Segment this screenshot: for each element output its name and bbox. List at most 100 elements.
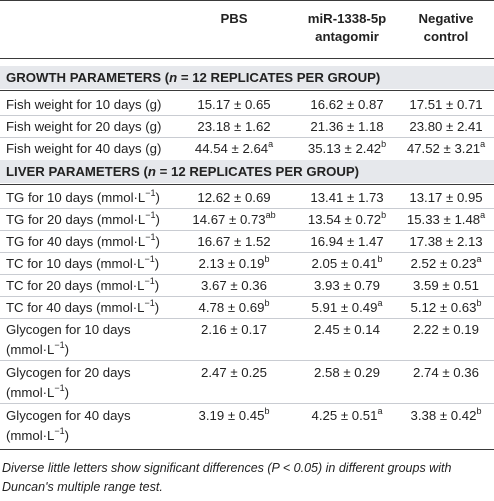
negative-control-significance-letter: b [476, 297, 482, 308]
growth-title-prefix: GROWTH PARAMETERS ( [6, 70, 170, 85]
growth-title-n: n [169, 70, 178, 85]
liver-row-label: TC for 20 days (mmol·L−1) [6, 276, 160, 294]
negative-control-value: 13.17 ± 0.95 [409, 190, 483, 205]
pbs-value-cell: 15.17 ± 0.65 [178, 96, 290, 113]
negative-control-value: 3.59 ± 0.51 [413, 278, 479, 293]
antagomir-value: 2.58 ± 0.29 [314, 365, 380, 380]
negative-control-value-cell: 3.59 ± 0.51 [400, 277, 492, 294]
glycogen-label-line2: (mmol·L−1) [6, 340, 131, 358]
antagomir-significance-letter: b [381, 138, 387, 149]
glycogen-label-line1: Glycogen for 40 days [6, 408, 131, 423]
header-antagomir-line2: antagomir [315, 29, 379, 44]
antagomir-value-cell: 13.54 ± 0.72b [292, 209, 402, 228]
glycogen-label-line2: (mmol·L−1) [6, 383, 131, 401]
liver-title-n: n [147, 164, 156, 179]
header-negative-line1: Negative [418, 11, 474, 26]
negative-control-significance-letter: a [480, 138, 486, 149]
pbs-value-cell: 44.54 ± 2.64a [178, 138, 290, 157]
negative-control-value: 23.80 ± 2.41 [409, 119, 483, 134]
antagomir-value-cell: 21.36 ± 1.18 [292, 118, 402, 135]
negative-control-value: 17.38 ± 2.13 [409, 234, 483, 249]
antagomir-value-cell: 4.25 ± 0.51a [292, 406, 402, 424]
pbs-value-cell: 3.19 ± 0.45b [178, 405, 290, 424]
growth-section-band [0, 66, 494, 89]
liver-label-text: TG for 10 days (mmol·L [6, 190, 146, 205]
negative-control-value: 17.51 ± 0.71 [409, 97, 483, 112]
glycogen-row-label: Glycogen for 20 days (mmol·L−1) [6, 364, 131, 401]
pbs-value: 2.13 ± 0.19 [198, 256, 265, 271]
liver-row-label: TC for 10 days (mmol·L−1) [6, 254, 160, 272]
glycogen-label-unit: (mmol·L [6, 342, 55, 357]
pbs-value: 12.62 ± 0.69 [197, 190, 271, 205]
liver-label-end: ) [155, 212, 160, 227]
row-separator [0, 137, 494, 138]
glycogen-label-end: ) [64, 342, 70, 357]
antagomir-value: 13.41 ± 1.73 [310, 190, 384, 205]
liver-row-label: TG for 10 days (mmol·L−1) [6, 188, 160, 206]
liver-section-band [0, 160, 494, 183]
negative-control-value-cell: 15.33 ± 1.48a [400, 209, 492, 228]
liver-label-end: ) [154, 256, 160, 271]
growth-section-title: GROWTH PARAMETERS (n = 12 REPLICATES PER… [6, 69, 380, 87]
negative-control-value: 3.38 ± 0.42 [410, 408, 477, 423]
antagomir-value: 2.45 ± 0.14 [314, 322, 380, 337]
negative-control-value: 2.74 ± 0.36 [413, 365, 479, 380]
pbs-value: 2.47 ± 0.25 [201, 365, 267, 380]
negative-control-value-cell: 2.22 ± 0.19 [400, 321, 492, 338]
antagomir-value: 16.62 ± 0.87 [310, 97, 384, 112]
antagomir-significance-letter: a [377, 297, 383, 308]
header-rule [0, 58, 494, 59]
antagomir-value: 5.91 ± 0.49 [311, 300, 378, 315]
negative-control-significance-letter: b [476, 405, 482, 416]
pbs-value-cell: 2.16 ± 0.17 [178, 321, 290, 338]
row-separator [0, 230, 494, 231]
header-negative-control: Negative control [400, 10, 492, 46]
antagomir-value-cell: 35.13 ± 2.42b [292, 138, 402, 157]
header-antagomir-line1: miR-1338-5p [307, 11, 387, 26]
row-separator [0, 296, 494, 297]
pbs-value: 14.67 ± 0.73 [192, 212, 266, 227]
pbs-value-cell: 4.78 ± 0.69b [178, 298, 290, 316]
antagomir-value: 2.05 ± 0.41 [311, 256, 378, 271]
liver-row-label: TG for 20 days (mmol·L−1) [6, 210, 160, 228]
pbs-value: 16.67 ± 1.52 [197, 234, 271, 249]
negative-control-value: 47.52 ± 3.21 [406, 141, 481, 156]
antagomir-value: 4.25 ± 0.51 [311, 408, 378, 423]
antagomir-value-cell: 16.94 ± 1.47 [292, 233, 402, 250]
antagomir-value: 13.54 ± 0.72 [307, 212, 382, 227]
negative-control-value-cell: 23.80 ± 2.41 [400, 118, 492, 135]
pbs-value: 15.17 ± 0.65 [197, 97, 271, 112]
pbs-significance-letter: b [264, 405, 270, 416]
liver-title-prefix: LIVER PARAMETERS ( [6, 164, 148, 179]
unit-exponent: −1 [54, 425, 65, 436]
pbs-significance-letter: a [268, 138, 274, 149]
negative-control-value-cell: 5.12 ± 0.63b [400, 297, 492, 316]
liver-band-rule [0, 184, 494, 185]
row-separator [0, 318, 494, 319]
table-footnote: Diverse little letters show significant … [2, 461, 452, 494]
glycogen-label-end: ) [64, 385, 70, 400]
antagomir-significance-letter: b [381, 209, 387, 220]
pbs-value: 2.16 ± 0.17 [201, 322, 267, 337]
row-separator [0, 360, 494, 361]
row-separator [0, 208, 494, 209]
bottom-rule [0, 449, 494, 450]
antagomir-significance-letter: b [377, 253, 383, 264]
liver-label-end: ) [154, 278, 160, 293]
pbs-value-cell: 3.67 ± 0.36 [178, 277, 290, 294]
glycogen-row-label: Glycogen for 10 days (mmol·L−1) [6, 321, 131, 358]
row-separator [0, 252, 494, 253]
row-separator [0, 115, 494, 116]
top-rule [0, 0, 494, 1]
liver-label-text: TG for 20 days (mmol·L [6, 212, 146, 227]
row-separator [0, 274, 494, 275]
negative-control-significance-letter: a [480, 209, 486, 220]
negative-control-value-cell: 13.17 ± 0.95 [400, 189, 492, 206]
glycogen-label-line2: (mmol·L−1) [6, 425, 131, 444]
header-negative-line2: control [423, 29, 469, 44]
pbs-value-cell: 2.13 ± 0.19b [178, 254, 290, 272]
growth-row-label: Fish weight for 20 days (g) [6, 119, 162, 134]
pbs-value: 44.54 ± 2.64 [194, 141, 269, 156]
liver-label-end: ) [155, 234, 160, 249]
pbs-value: 23.18 ± 1.62 [197, 119, 271, 134]
